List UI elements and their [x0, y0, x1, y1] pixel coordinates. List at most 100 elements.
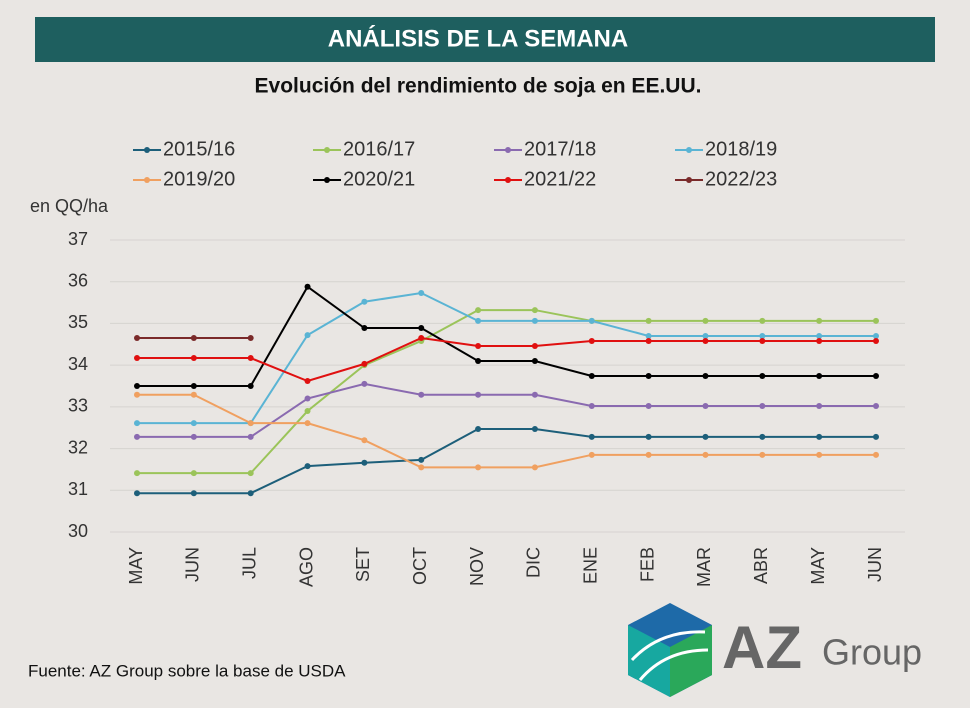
- point: [134, 490, 140, 497]
- y-tick-label: 34: [68, 354, 88, 374]
- point: [247, 383, 254, 389]
- x-tick-label: ABR: [751, 547, 771, 584]
- point: [304, 420, 311, 427]
- legend-marker: [505, 177, 511, 183]
- point: [418, 289, 425, 296]
- point: [190, 355, 197, 362]
- y-tick-label: 32: [68, 437, 88, 457]
- point: [702, 332, 709, 339]
- point: [873, 332, 879, 339]
- point: [702, 433, 709, 440]
- y-tick-label: 31: [68, 479, 88, 499]
- point: [190, 335, 197, 342]
- point: [816, 403, 823, 410]
- legend-label: 2016/17: [343, 138, 415, 160]
- point: [190, 391, 197, 398]
- series-line: [137, 309, 876, 475]
- point: [134, 470, 140, 477]
- point: [134, 383, 140, 389]
- x-tick-label: FEB: [637, 547, 657, 582]
- point: [304, 463, 311, 470]
- point: [190, 490, 197, 497]
- point: [702, 372, 709, 379]
- point: [759, 372, 766, 379]
- point: [759, 433, 766, 440]
- legend-marker: [505, 147, 511, 153]
- point: [588, 372, 595, 379]
- point: [361, 459, 368, 466]
- point: [816, 317, 823, 324]
- point: [873, 337, 879, 344]
- point: [759, 403, 766, 410]
- point: [304, 283, 311, 290]
- point: [873, 317, 879, 324]
- point: [702, 403, 709, 410]
- legend-label: 2021/22: [524, 168, 596, 190]
- point: [531, 425, 538, 432]
- point: [645, 317, 652, 324]
- point: [361, 437, 368, 444]
- point: [588, 451, 595, 458]
- point: [361, 325, 368, 332]
- point: [531, 357, 538, 364]
- point: [816, 451, 823, 458]
- legend-label: 2019/20: [163, 168, 235, 190]
- point: [759, 317, 766, 324]
- point: [361, 380, 368, 387]
- point: [531, 464, 538, 471]
- legend-label: 2017/18: [524, 138, 596, 160]
- point: [304, 408, 311, 415]
- point: [134, 335, 140, 342]
- y-tick-label: 37: [68, 229, 88, 249]
- point: [304, 377, 311, 384]
- point: [759, 337, 766, 344]
- point: [873, 433, 879, 440]
- point: [304, 395, 311, 402]
- point: [588, 317, 595, 324]
- series-line: [137, 382, 876, 438]
- point: [702, 451, 709, 458]
- point: [475, 342, 482, 349]
- legend-label: 2022/23: [705, 168, 777, 190]
- x-tick-label: MAR: [694, 547, 714, 587]
- point: [588, 433, 595, 440]
- x-tick-label: ENE: [581, 547, 601, 584]
- legend-label: 2015/16: [163, 138, 235, 160]
- point: [531, 342, 538, 349]
- point: [645, 433, 652, 440]
- point: [531, 391, 538, 398]
- y-tick-label: 36: [68, 270, 88, 290]
- point: [645, 372, 652, 379]
- point: [702, 337, 709, 344]
- source: Fuente: AZ Group sobre la base de USDA: [28, 661, 346, 680]
- point: [361, 298, 368, 305]
- point: [475, 391, 482, 398]
- legend-label: 2020/21: [343, 168, 415, 190]
- point: [247, 433, 254, 440]
- point: [588, 337, 595, 344]
- legend-marker: [324, 177, 330, 183]
- legend-marker: [144, 177, 150, 183]
- series-line: [137, 291, 876, 425]
- series-line: [137, 336, 876, 383]
- y-tick-label: 35: [68, 312, 88, 332]
- point: [816, 372, 823, 379]
- chart-title: Evolución del rendimiento de soja en EE.…: [255, 75, 702, 98]
- point: [475, 307, 482, 314]
- point: [134, 420, 140, 427]
- point: [304, 332, 311, 339]
- logo: AZ Group: [628, 603, 922, 697]
- header: ANÁLISIS DE LA SEMANA: [328, 24, 628, 52]
- point: [247, 335, 254, 342]
- point: [475, 357, 482, 364]
- x-tick-label: OCT: [410, 547, 430, 585]
- point: [418, 391, 425, 398]
- point: [247, 470, 254, 477]
- point: [247, 355, 254, 362]
- x-tick-label: MAY: [126, 547, 146, 585]
- point: [531, 307, 538, 314]
- point: [361, 360, 368, 367]
- x-tick-label: JUN: [183, 547, 203, 582]
